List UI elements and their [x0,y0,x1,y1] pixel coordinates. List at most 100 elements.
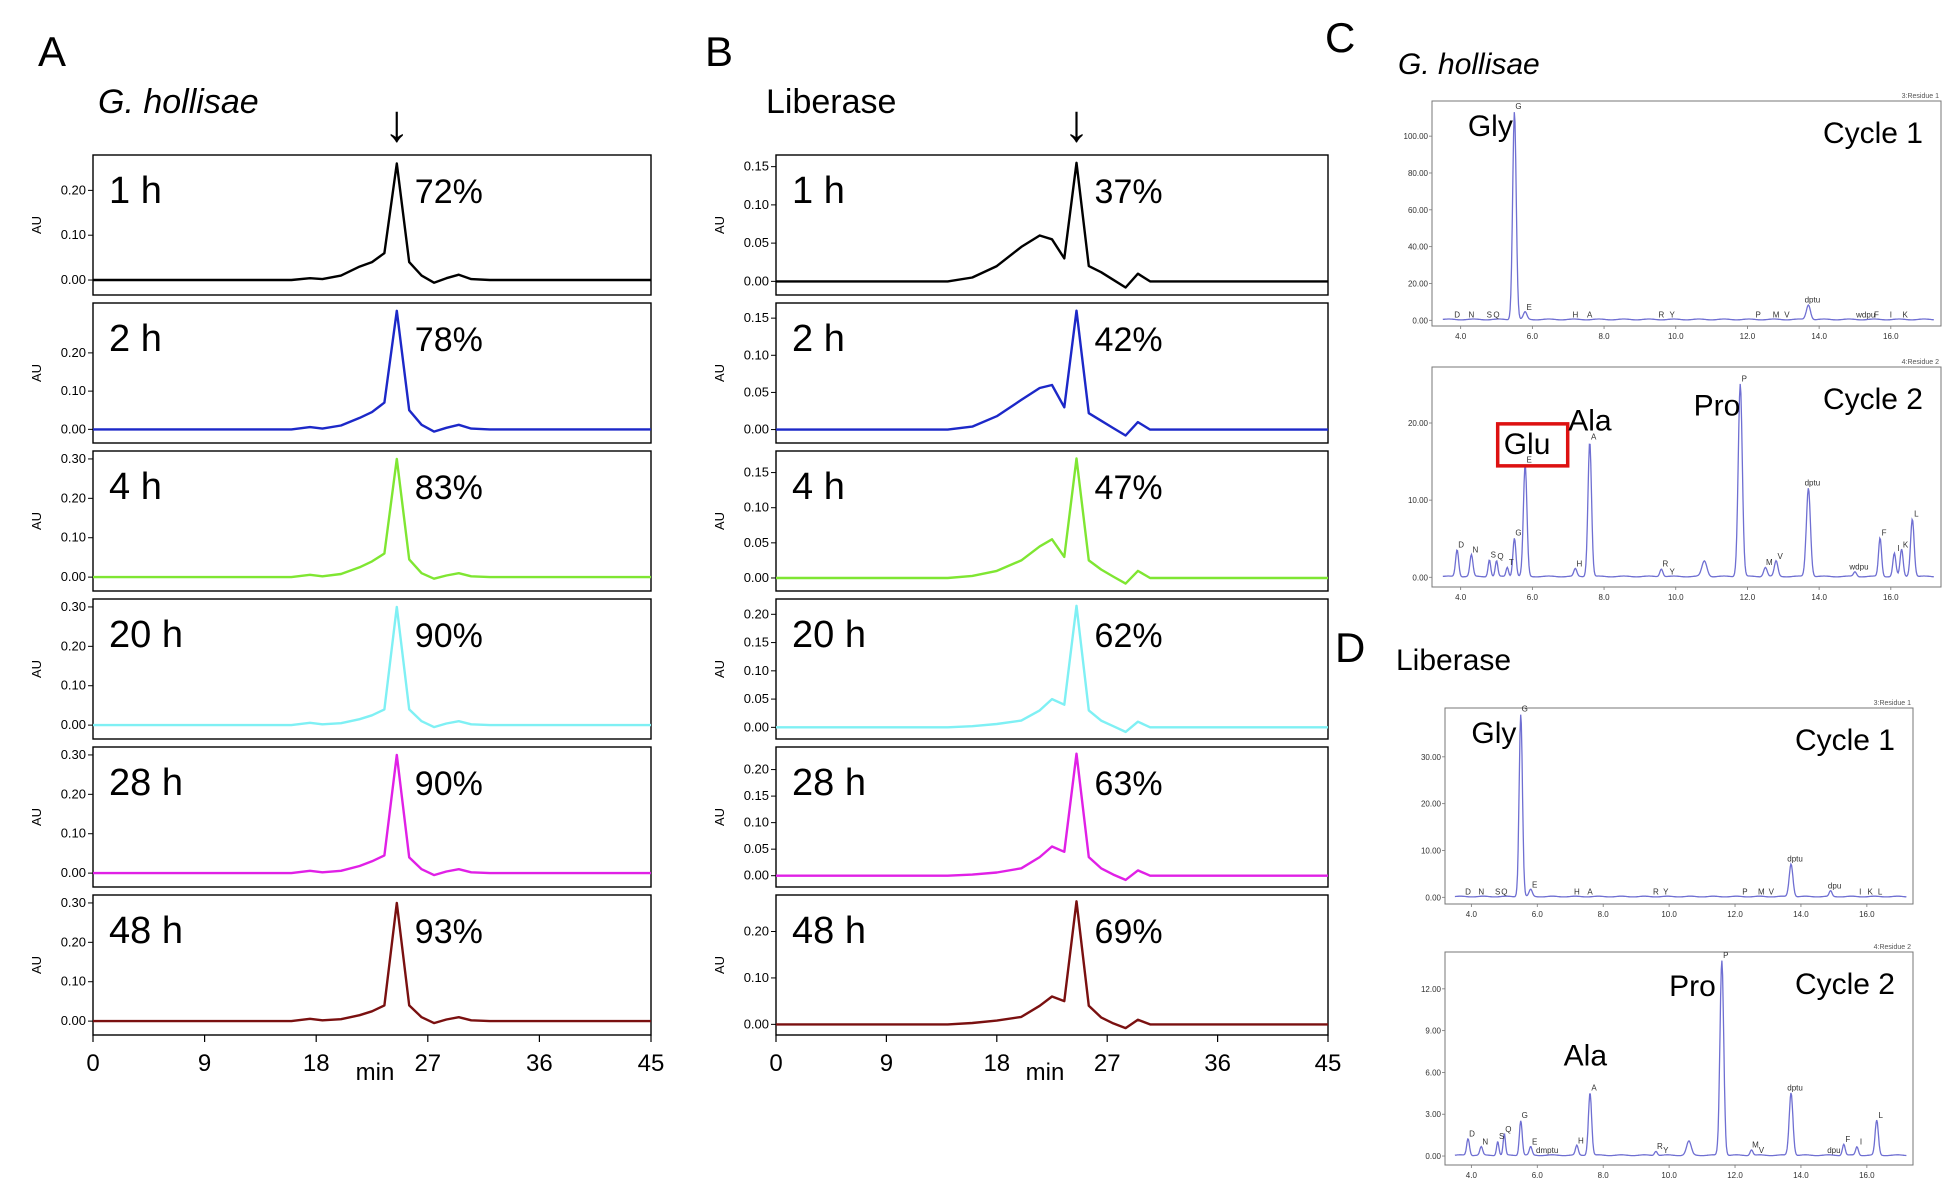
peak-residue-label: A [1591,1083,1597,1092]
baseline-residue-label: P [1742,887,1747,896]
peak-residue-label: P [1742,374,1747,383]
trace-panel-48h: 0.00 0.10 0.20 0.30 AU 48 h 93% [29,894,652,1036]
trace-frame [775,302,1329,444]
baseline-residue-label: K [1902,310,1908,319]
y-tick-label: 6.00 [1425,1068,1441,1077]
trace-panel-4h: 0.00 0.05 0.10 0.15 AU 4 h 47% [712,450,1329,592]
peak-residue-label: P [1723,951,1728,960]
cycle-label: Cycle 2 [1823,383,1923,416]
x-tick-label: 4.0 [1455,593,1467,602]
y-axis-label: AU [29,956,44,974]
panel-b-xlabel: min [1026,1059,1065,1086]
peak-residue-label: R [1657,1142,1663,1151]
y-tick-label: 0.00 [1425,893,1441,902]
cycle-chart-2: 4:Residue 2 0.00 10.00 20.00 4.0 6.0 8.0 10.0 12… [1408,359,1942,602]
chromatogram-trace [776,457,1328,585]
peak-residue-label: F [1882,529,1887,538]
time-label: 2 h [109,318,162,360]
chromatogram-trace [93,753,651,877]
percent-label: 69% [1095,913,1163,951]
peak-marker-arrow: ↓ [1064,95,1090,153]
time-label: 20 h [109,614,183,656]
baseline-residue-label: A [1587,887,1593,896]
residue-callout: Pro [1669,970,1716,1003]
panel-a-title: G. hollisae [98,83,259,121]
panel-b-title: Liberase [766,83,896,121]
y-tick-label: 0.10 [61,227,86,242]
y-tick-label: 0.10 [744,663,769,678]
y-tick-label: 0.15 [744,635,769,650]
baseline-residue-label: V [1759,1146,1765,1155]
baseline-residue-label: dpu [1827,1146,1840,1155]
y-tick-label: 0.30 [61,451,86,466]
x-tick-label: 27 [414,1050,441,1077]
y-tick-label: 0.20 [744,606,769,621]
y-tick-label: 0.20 [61,934,86,949]
y-tick-label: 0.00 [61,1013,86,1028]
y-tick-label: 0.00 [1425,1152,1441,1161]
chromatogram-trace [776,161,1328,289]
baseline-residue-label: wdpu [1855,310,1875,319]
cycle-chart-1: 3:Residue 1 0.00 10.00 20.00 30.00 4.0 6.0 8.0 1… [1421,700,1914,919]
x-tick-label: 9 [880,1050,893,1077]
panel-c-title: G. hollisae [1398,48,1540,81]
baseline-residue-label: V [1769,887,1775,896]
y-tick-label: 0.20 [61,786,86,801]
y-tick-label: 0.00 [744,719,769,734]
x-tick-label: 16.0 [1859,910,1875,919]
baseline-residue-label: I [1890,310,1892,319]
y-axis-label: AU [29,660,44,678]
baseline-residue-label: Q [1501,887,1507,896]
chromatogram-trace [93,162,651,284]
x-tick-label: 8.0 [1598,593,1610,602]
y-tick-label: 0.00 [61,717,86,732]
y-tick-label: 0.20 [744,762,769,777]
y-tick-label: 0.05 [744,535,769,550]
baseline-residue-label: dmptu [1536,1146,1558,1155]
baseline-residue-label: Y [1663,887,1669,896]
residue-callout: Glu [1504,428,1551,461]
trace-panel-20h: 0.00 0.10 0.20 0.30 AU 20 h 90% [29,598,652,740]
residue-callout: Ala [1568,405,1612,438]
sequencing-trace [1454,714,1907,898]
x-tick-label: 10.0 [1661,910,1677,919]
cycle-label: Cycle 2 [1795,968,1895,1001]
residue-callout: Gly [1468,110,1513,143]
baseline-residue-label: N [1469,310,1475,319]
y-tick-label: 0.00 [744,570,769,585]
y-tick-label: 20.00 [1421,800,1442,809]
y-tick-label: 0.00 [744,868,769,883]
y-tick-label: 20.00 [1408,279,1429,288]
peak-residue-label: N [1473,546,1479,555]
y-tick-label: 0.10 [744,815,769,830]
trace-frame [92,302,652,444]
baseline-residue-label: D [1454,310,1460,319]
y-axis-label: AU [712,216,727,234]
trace-frame [92,746,652,888]
cycle-label: Cycle 1 [1823,117,1923,150]
trace-panel-1h: 0.00 0.10 0.20 AU 1 h 72% [29,154,652,296]
percent-label: 72% [415,173,483,211]
baseline-residue-label: S [1495,887,1500,896]
trace-frame [92,154,652,296]
time-label: 48 h [109,910,183,952]
cycle-label: Cycle 1 [1795,724,1895,757]
peak-residue-label: D [1469,1129,1475,1138]
baseline-residue-label: L [1878,887,1883,896]
x-tick-label: 8.0 [1598,332,1610,341]
y-tick-label: 0.00 [744,273,769,288]
y-tick-label: 0.10 [61,530,86,545]
highlight-box [1495,422,1570,468]
y-tick-label: 0.10 [61,974,86,989]
baseline-residue-label: P [1756,310,1761,319]
panel-b-letter: B [705,28,733,75]
residue-callout: Gly [1471,717,1516,750]
x-tick-label: 6.0 [1532,1171,1544,1180]
peak-residue-label: Q [1497,552,1503,561]
x-tick-label: 8.0 [1598,910,1610,919]
x-tick-label: 14.0 [1793,910,1809,919]
x-tick-label: 6.0 [1527,332,1539,341]
x-tick-label: 10.0 [1661,1171,1677,1180]
sequencing-trace [1442,112,1934,321]
x-tick-label: 18 [303,1050,330,1077]
